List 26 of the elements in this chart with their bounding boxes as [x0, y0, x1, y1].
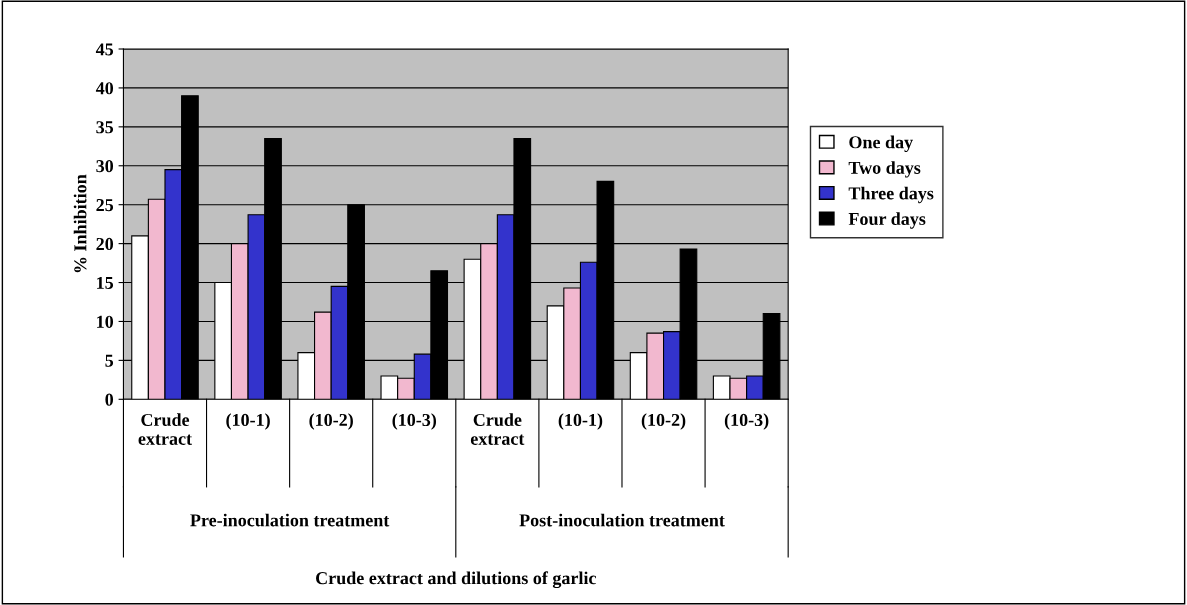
x-tick-label: (10-1): [558, 413, 603, 430]
legend-label: Three days: [848, 186, 934, 204]
y-tick-label: 45: [95, 43, 114, 56]
y-axis-title: % Inhibition: [73, 174, 87, 273]
text: Post-inoculation treatment: [519, 513, 725, 527]
y-tick-label: 30: [96, 160, 114, 173]
x-tick-label: (10-3): [724, 413, 769, 430]
x-tick-label: (10-2): [641, 413, 686, 430]
x-tick-label: Crude extract: [138, 413, 192, 445]
legend-label: Two days: [848, 161, 921, 178]
x-tick-label: (10-1): [226, 413, 270, 430]
y-tick-label: 40: [95, 82, 114, 95]
y-tick-label: 5: [105, 354, 114, 367]
y-tick-label: 15: [97, 276, 114, 289]
x-tick-label: (10-3): [392, 413, 437, 430]
x-tick-label: (10-2): [309, 413, 353, 430]
y-tick-label: 10: [97, 315, 114, 328]
text: Pre-inoculation treatment: [190, 513, 390, 527]
y-tick-label: 20: [96, 237, 114, 251]
y-tick-label: 25: [96, 199, 114, 212]
legend-label: Four days: [848, 212, 926, 229]
legend-label: One day: [849, 135, 913, 153]
y-tick-label: 35: [96, 121, 114, 134]
y-tick-label: 0: [105, 393, 114, 406]
x-tick-label: Crude extract: [470, 413, 525, 445]
text: Crude extract and dilutions of garlic: [316, 571, 597, 589]
